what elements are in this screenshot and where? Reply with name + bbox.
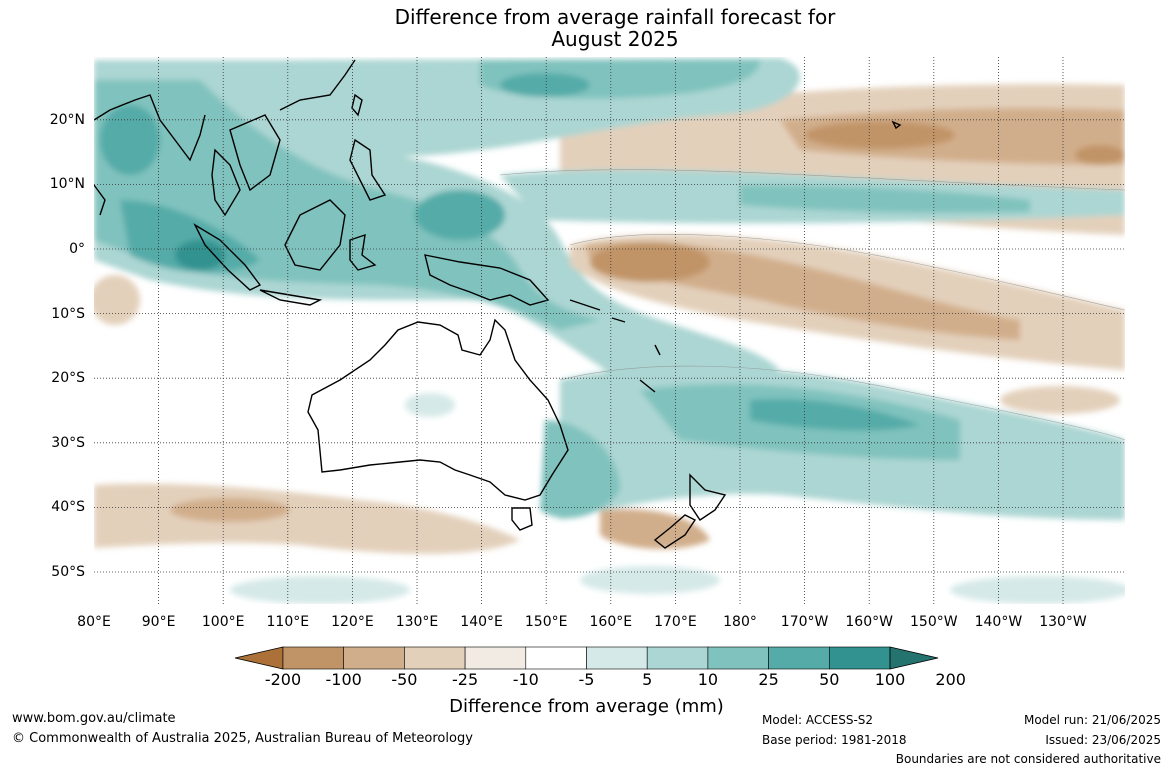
longitude-label: 160°W <box>845 614 893 630</box>
longitude-label: 170°E <box>654 614 697 630</box>
longitude-label: 90°E <box>141 614 176 630</box>
longitude-label: 130°W <box>1039 614 1087 630</box>
issued-date: Issued: 23/06/2025 <box>1045 733 1161 747</box>
longitude-label: 100°E <box>201 614 245 630</box>
colorbar-swatch <box>343 646 405 670</box>
model-name: Model: ACCESS-S2 <box>762 713 874 727</box>
coastlines <box>94 59 902 549</box>
colorbar-swatch <box>646 646 709 670</box>
anomaly-contours <box>94 57 1125 604</box>
boundary-disclaimer: Boundaries are not considered authoritat… <box>895 752 1161 766</box>
colorbar-swatch <box>464 646 527 670</box>
colorbar-tick-label: -25 <box>452 670 479 689</box>
colorbar-tick-label: -50 <box>391 670 418 689</box>
colorbar-swatch <box>828 646 891 670</box>
colorbar-tick-label: 5 <box>642 670 653 689</box>
colorbar-tick-label: -5 <box>578 670 595 689</box>
longitude-label: 130°E <box>395 614 439 630</box>
longitude-label: 170°W <box>780 614 829 630</box>
base-period: Base period: 1981-2018 <box>762 733 907 747</box>
colorbar-swatch <box>404 646 466 670</box>
map-title-line1: Difference from average rainfall forecas… <box>394 5 836 29</box>
colorbar-swatch <box>525 646 587 670</box>
colorbar-tick-label: 100 <box>874 670 906 689</box>
longitude-label: 140°E <box>460 614 503 630</box>
colorbar-swatch <box>586 646 648 670</box>
map-title-line2: August 2025 <box>551 27 679 51</box>
colorbar <box>234 646 939 670</box>
latitude-label: 30°S <box>51 434 85 451</box>
colorbar-swatch <box>707 646 769 670</box>
colorbar-extend-low <box>234 646 284 670</box>
colorbar-tick-label: 200 <box>935 670 966 689</box>
latitude-label: 0° <box>69 241 85 257</box>
longitude-label: 150°E <box>524 614 568 630</box>
colorbar-title: Difference from average (mm) <box>449 696 724 717</box>
colorbar-tick-label: 25 <box>758 670 779 689</box>
colorbar-tick-label: 50 <box>819 670 840 689</box>
longitude-label: 180° <box>723 614 757 630</box>
graticule <box>94 57 1125 604</box>
longitude-label: 110°E <box>266 614 310 630</box>
latitude-label: 10°S <box>51 305 85 322</box>
colorbar-extend-high <box>889 646 939 670</box>
colorbar-tick-label: -100 <box>325 670 362 689</box>
colorbar-swatch <box>282 646 345 670</box>
longitude-label: 80°E <box>77 614 111 630</box>
latitude-label: 40°S <box>51 499 85 516</box>
latitude-label: 20°N <box>49 111 85 128</box>
colorbar-tick-label: -200 <box>264 670 302 689</box>
longitude-label: 150°W <box>910 614 958 630</box>
copyright-text: © Commonwealth of Australia 2025, Austra… <box>12 731 473 746</box>
model-run-date: Model run: 21/06/2025 <box>1023 713 1161 727</box>
colorbar-swatch <box>768 646 830 670</box>
colorbar-tick-label: 10 <box>697 670 719 689</box>
latitude-label: 20°S <box>51 370 85 387</box>
longitude-label: 160°E <box>589 614 633 630</box>
bom-url[interactable]: www.bom.gov.au/climate <box>12 711 176 726</box>
latitude-label: 10°N <box>49 176 85 193</box>
longitude-label: 140°W <box>974 614 1023 630</box>
colorbar-tick-label: -10 <box>512 670 539 689</box>
latitude-label: 50°S <box>51 564 85 580</box>
longitude-label: 120°E <box>331 614 374 630</box>
